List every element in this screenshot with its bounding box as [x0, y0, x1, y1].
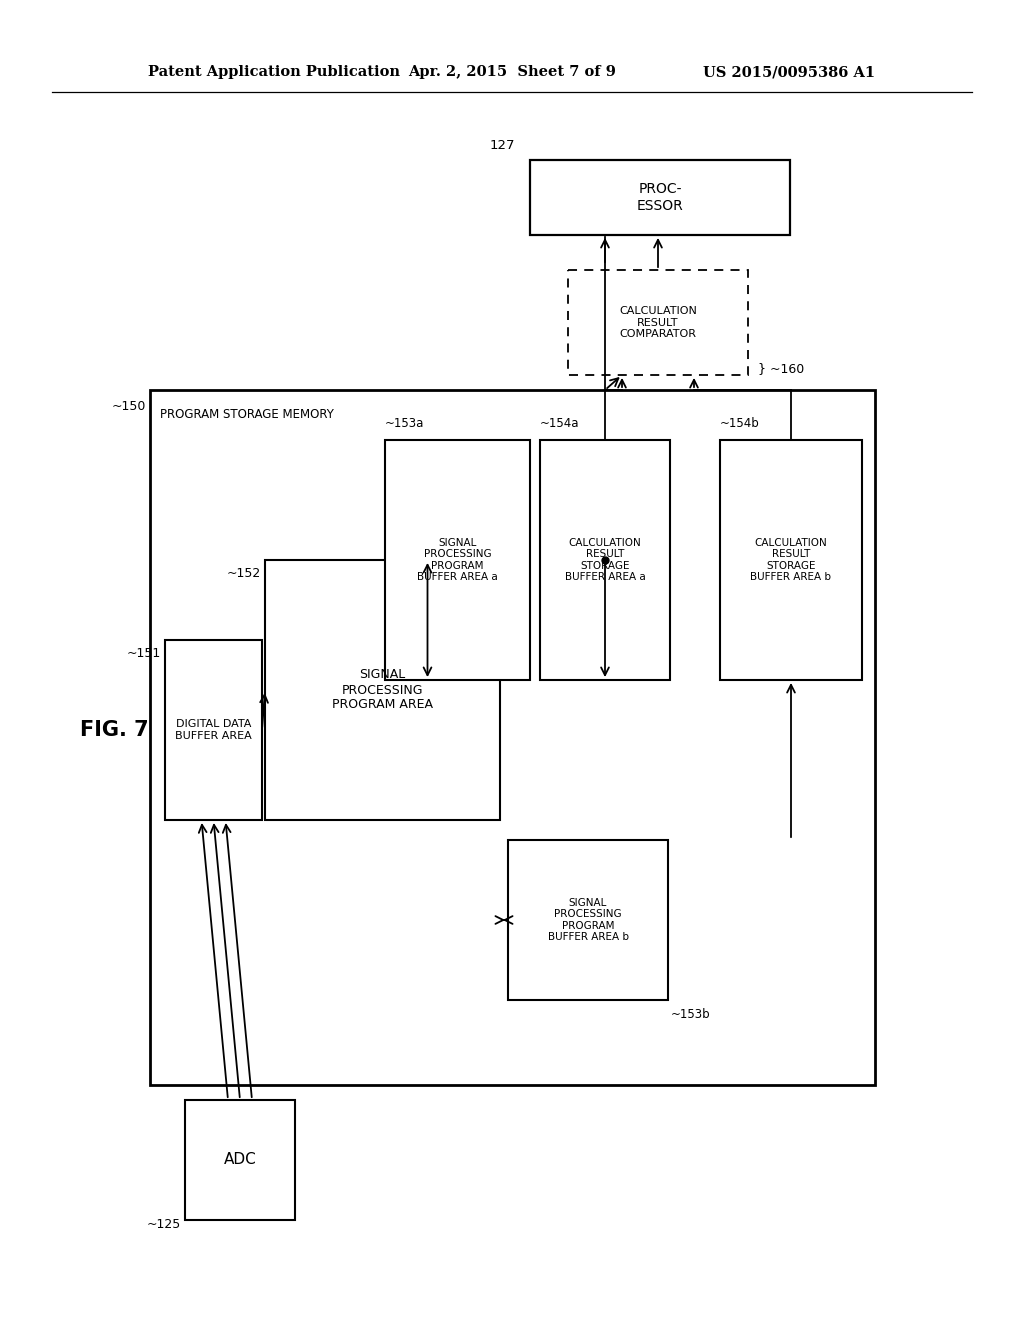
Text: SIGNAL
PROCESSING
PROGRAM
BUFFER AREA b: SIGNAL PROCESSING PROGRAM BUFFER AREA b — [548, 898, 629, 942]
Bar — [530, 160, 790, 235]
Text: US 2015/0095386 A1: US 2015/0095386 A1 — [702, 65, 874, 79]
Text: FIG. 7: FIG. 7 — [80, 719, 148, 741]
Text: ~154b: ~154b — [720, 417, 760, 430]
Bar — [568, 271, 748, 375]
Text: Patent Application Publication: Patent Application Publication — [148, 65, 400, 79]
Text: CALCULATION
RESULT
STORAGE
BUFFER AREA a: CALCULATION RESULT STORAGE BUFFER AREA a — [564, 537, 645, 582]
Text: ~151: ~151 — [127, 647, 161, 660]
Bar — [265, 560, 500, 820]
Text: ~125: ~125 — [146, 1218, 181, 1232]
Text: ~153b: ~153b — [671, 1008, 711, 1020]
Text: ADC: ADC — [223, 1152, 256, 1167]
Text: Apr. 2, 2015  Sheet 7 of 9: Apr. 2, 2015 Sheet 7 of 9 — [408, 65, 616, 79]
Bar — [720, 440, 862, 680]
Text: SIGNAL
PROCESSING
PROGRAM
BUFFER AREA a: SIGNAL PROCESSING PROGRAM BUFFER AREA a — [417, 537, 498, 582]
Text: PROGRAM STORAGE MEMORY: PROGRAM STORAGE MEMORY — [160, 408, 334, 421]
Bar — [540, 440, 670, 680]
Text: ~153a: ~153a — [385, 417, 424, 430]
Text: CALCULATION
RESULT
COMPARATOR: CALCULATION RESULT COMPARATOR — [620, 306, 697, 339]
Text: DIGITAL DATA
BUFFER AREA: DIGITAL DATA BUFFER AREA — [175, 719, 252, 741]
Text: PROC-
ESSOR: PROC- ESSOR — [637, 182, 683, 213]
Text: CALCULATION
RESULT
STORAGE
BUFFER AREA b: CALCULATION RESULT STORAGE BUFFER AREA b — [751, 537, 831, 582]
Bar — [385, 440, 530, 680]
Text: } ~160: } ~160 — [758, 362, 804, 375]
Bar — [185, 1100, 295, 1220]
Bar — [150, 389, 874, 1085]
Text: ~154a: ~154a — [540, 417, 580, 430]
Text: ~150: ~150 — [112, 400, 146, 413]
Text: SIGNAL
PROCESSING
PROGRAM AREA: SIGNAL PROCESSING PROGRAM AREA — [332, 668, 433, 711]
Bar — [165, 640, 262, 820]
Text: ~152: ~152 — [226, 568, 261, 579]
Bar — [508, 840, 668, 1001]
Text: 127: 127 — [490, 139, 515, 152]
